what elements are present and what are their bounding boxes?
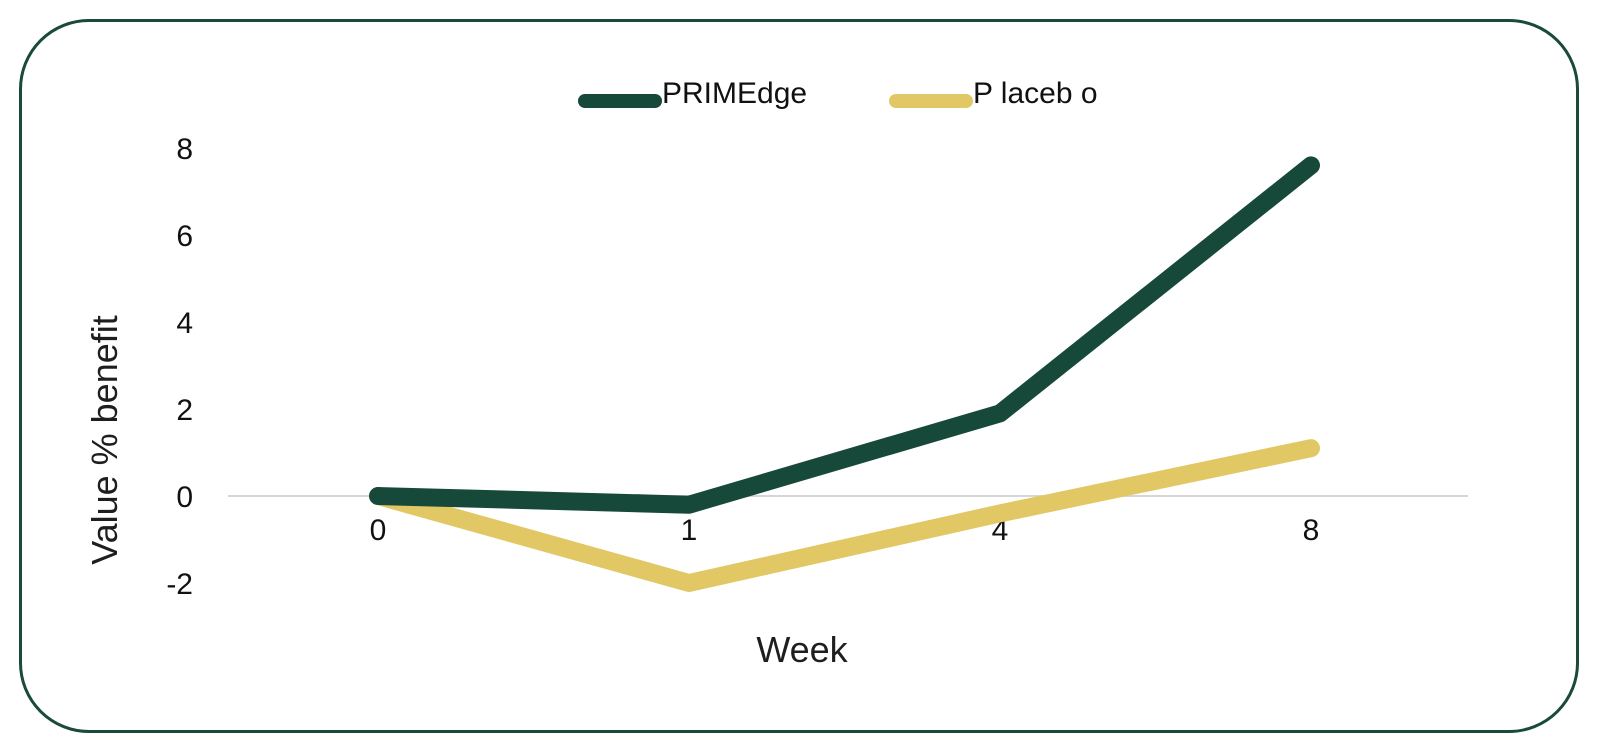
y-tick-label: -2 (166, 568, 193, 601)
series-lines (369, 156, 1320, 592)
x-tick-label: 0 (370, 514, 387, 547)
x-axis-title: Week (756, 629, 848, 670)
y-tick-label: 0 (176, 481, 193, 514)
chart-frame (19, 19, 1579, 733)
y-axis-title: Value % benefit (84, 315, 125, 565)
series-line-0 (369, 156, 1320, 514)
legend-label: PRIMEdge (662, 77, 807, 110)
legend: PRIMEdge P laceb o (578, 77, 1098, 110)
series-line-1 (369, 439, 1320, 592)
y-axis-ticks: 8 6 4 2 0 -2 (166, 133, 193, 601)
y-tick-label: 4 (176, 307, 193, 340)
y-tick-label: 8 (176, 133, 193, 166)
y-tick-label: 2 (176, 394, 193, 427)
x-tick-label: 1 (681, 514, 698, 547)
y-tick-label: 6 (176, 220, 193, 253)
x-tick-label: 8 (1303, 514, 1320, 547)
legend-label: P laceb o (973, 77, 1098, 110)
